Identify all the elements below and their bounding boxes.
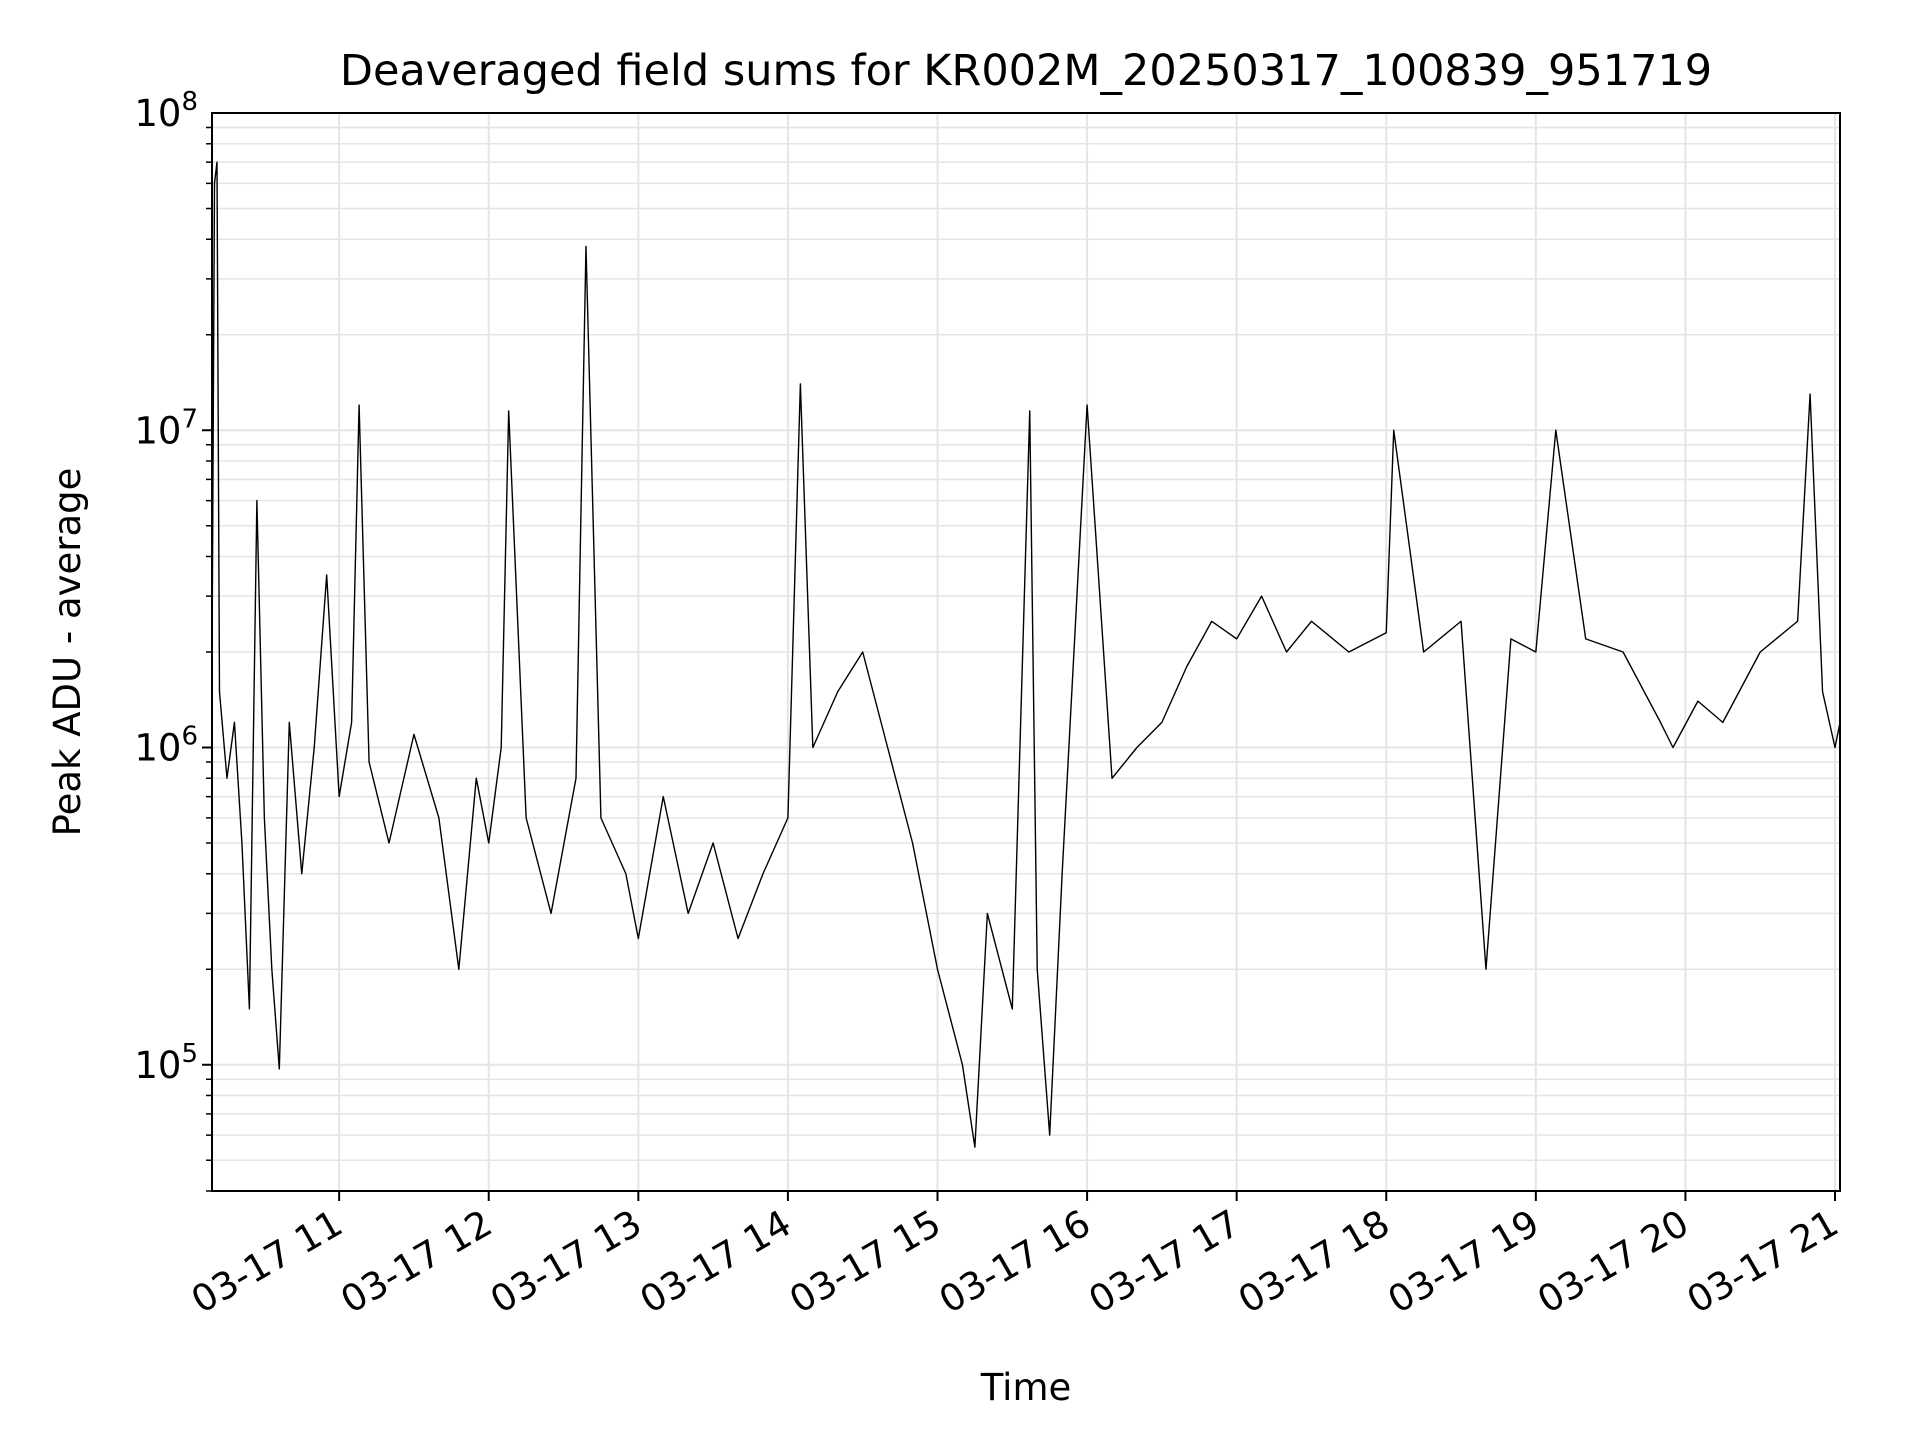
x-axis-label: Time — [980, 1366, 1072, 1409]
grid-layer — [212, 113, 1840, 1192]
y-axis-label: Peak ADU - average — [46, 468, 89, 837]
series-line — [211, 161, 1841, 1148]
data-layer — [211, 161, 1841, 1148]
chart-title: Deaveraged field sums for KR002M_2025031… — [340, 46, 1712, 96]
